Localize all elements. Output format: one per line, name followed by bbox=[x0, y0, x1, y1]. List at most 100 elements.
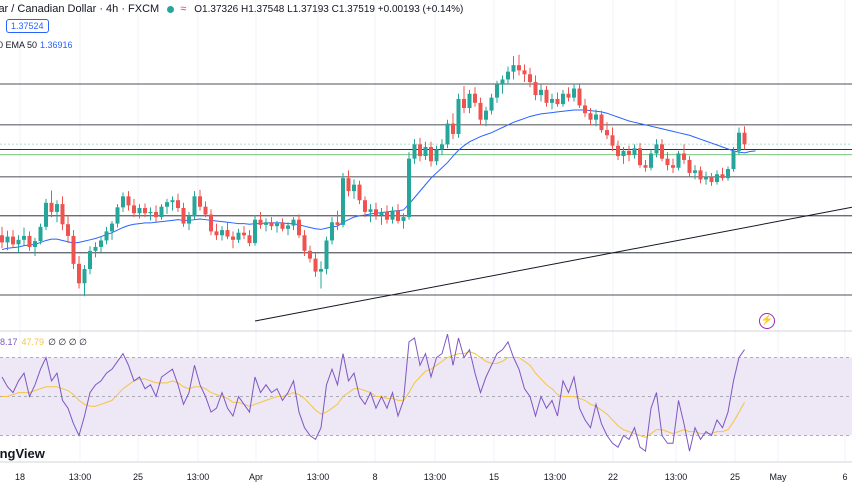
candle bbox=[49, 190, 54, 218]
candle bbox=[627, 145, 631, 162]
candle bbox=[33, 237, 37, 257]
candle-body bbox=[38, 226, 43, 242]
candle bbox=[495, 80, 499, 103]
candle-body bbox=[451, 123, 455, 134]
candle bbox=[506, 66, 510, 85]
candle-body bbox=[82, 269, 87, 284]
candle bbox=[682, 144, 686, 164]
candle bbox=[302, 230, 307, 257]
candle-body bbox=[599, 114, 604, 131]
candle-body bbox=[247, 235, 252, 244]
candle-body bbox=[357, 184, 362, 201]
candle-body bbox=[214, 231, 219, 236]
time-axis-label: Apr bbox=[249, 472, 263, 482]
candle-body bbox=[533, 82, 538, 96]
candle-body bbox=[610, 135, 615, 146]
candle bbox=[544, 85, 549, 107]
candle bbox=[71, 230, 76, 270]
candle bbox=[671, 158, 675, 173]
time-axis-label: 13:00 bbox=[187, 472, 210, 482]
tradingview-logo[interactable]: ingView bbox=[0, 446, 45, 461]
candle-body bbox=[5, 236, 10, 243]
candle bbox=[60, 196, 65, 231]
candle-body bbox=[44, 202, 48, 227]
time-axis-label: 15 bbox=[489, 472, 499, 482]
candle bbox=[654, 139, 659, 158]
candle-body bbox=[225, 230, 230, 237]
candle-body bbox=[418, 144, 422, 157]
candle bbox=[225, 222, 230, 240]
time-axis-label: 8 bbox=[372, 472, 377, 482]
candle-body bbox=[16, 239, 21, 245]
candle bbox=[489, 93, 494, 115]
candle-body bbox=[654, 144, 659, 154]
candle bbox=[286, 222, 290, 236]
candle-body bbox=[176, 200, 180, 209]
candle bbox=[368, 204, 373, 223]
candle bbox=[27, 231, 32, 251]
candle bbox=[533, 75, 538, 101]
candle bbox=[313, 253, 318, 277]
candle bbox=[429, 141, 433, 167]
candle bbox=[16, 235, 21, 253]
candle bbox=[726, 166, 730, 181]
candle-body bbox=[324, 240, 329, 270]
rsi-legend[interactable]: 8.17 47.79 ∅ ∅ ∅ ∅ bbox=[0, 337, 87, 348]
candle-body bbox=[423, 146, 428, 157]
candle-body bbox=[159, 206, 164, 218]
candle-body bbox=[242, 232, 246, 236]
candle bbox=[143, 203, 147, 218]
candle-body bbox=[181, 208, 186, 224]
candle bbox=[132, 198, 136, 218]
candle bbox=[385, 205, 389, 224]
candle bbox=[649, 149, 653, 171]
candle-body bbox=[682, 153, 686, 160]
candle bbox=[82, 265, 87, 297]
candle-body bbox=[308, 250, 312, 259]
candle-body bbox=[539, 89, 543, 96]
candle-body bbox=[170, 200, 175, 203]
candle bbox=[253, 215, 257, 246]
candle bbox=[280, 218, 285, 232]
candle-body bbox=[577, 88, 582, 106]
candle-body bbox=[137, 208, 142, 214]
candle bbox=[605, 122, 609, 140]
candle-body bbox=[341, 178, 345, 225]
ema-legend[interactable]: 0 EMA 50 1.36916 bbox=[0, 40, 73, 50]
candle bbox=[110, 220, 114, 240]
market-status-icon[interactable] bbox=[167, 5, 175, 13]
compare-icon[interactable]: ≈ bbox=[180, 3, 187, 15]
candle-body bbox=[687, 159, 692, 173]
candle bbox=[236, 228, 241, 244]
support-trendline[interactable] bbox=[254, 206, 852, 322]
candle bbox=[440, 139, 444, 155]
candle bbox=[341, 172, 345, 228]
rsi-extra-values: ∅ ∅ ∅ ∅ bbox=[48, 337, 87, 347]
candle bbox=[643, 159, 648, 172]
candle bbox=[396, 204, 400, 224]
candle-body bbox=[99, 240, 103, 247]
candle bbox=[214, 223, 219, 240]
candle bbox=[583, 98, 587, 118]
candle-body bbox=[132, 205, 136, 214]
time-axis-label: 25 bbox=[133, 472, 143, 482]
candle bbox=[456, 93, 461, 138]
candle bbox=[330, 217, 334, 245]
symbol-title[interactable]: lar / Canadian Dollar · 4h · FXCM bbox=[0, 3, 160, 15]
candle-body bbox=[313, 258, 318, 272]
candle bbox=[709, 172, 714, 186]
candle-body bbox=[187, 216, 191, 224]
candle-body bbox=[363, 200, 367, 212]
lightning-icon[interactable]: ⚡ bbox=[759, 313, 775, 329]
trendline-segment bbox=[254, 206, 852, 322]
candle bbox=[22, 227, 26, 246]
candle bbox=[121, 192, 125, 212]
candle bbox=[308, 245, 312, 263]
candle bbox=[247, 230, 252, 247]
time-axis-label: 13:00 bbox=[544, 472, 567, 482]
candle bbox=[44, 198, 48, 231]
candle-body bbox=[720, 174, 725, 179]
rsi-ma-line bbox=[2, 351, 745, 439]
candle-body bbox=[632, 148, 637, 155]
